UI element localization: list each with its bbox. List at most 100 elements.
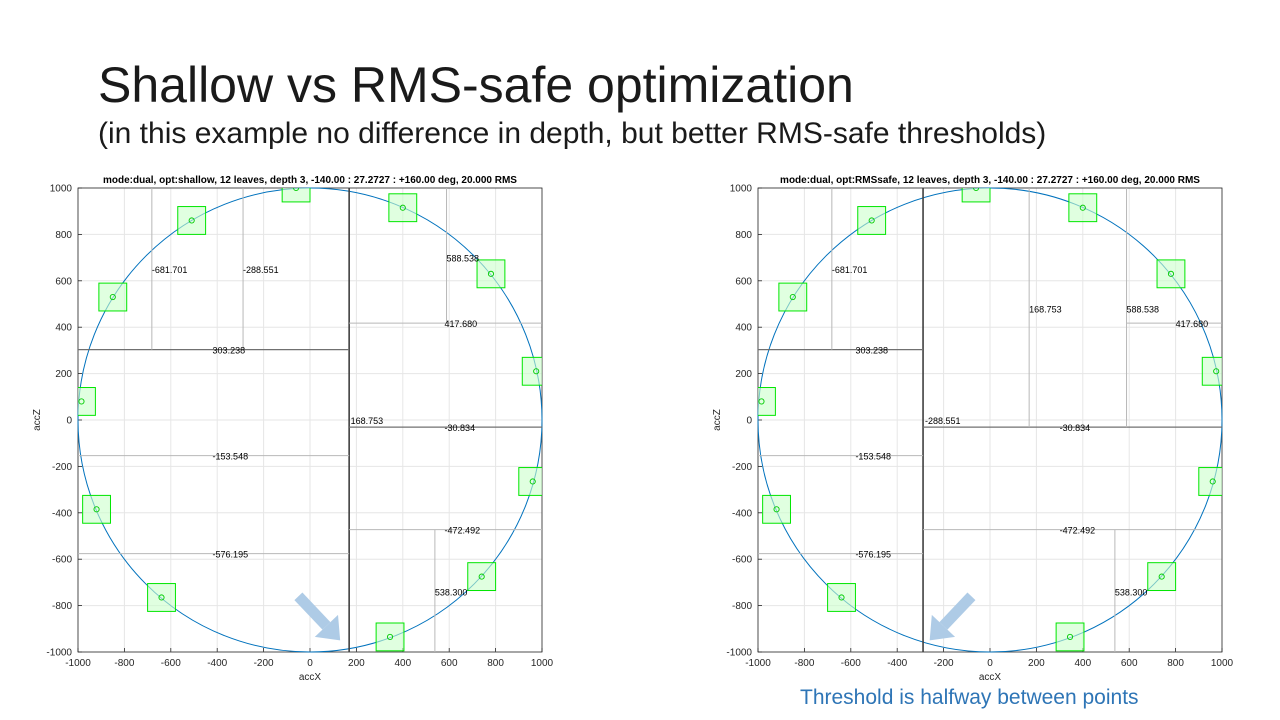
x-tick-label: -400 [207,658,227,669]
data-box [762,494,791,524]
y-tick-label: 0 [746,416,752,427]
data-box [521,356,542,386]
split-label: -288.551 [925,416,961,426]
split-label: -681.701 [832,265,868,275]
x-tick-label: 600 [441,658,458,669]
split-label: 538.300 [1115,588,1148,598]
x-tick-label: 1000 [1211,658,1234,669]
split-label: 303.238 [855,346,888,356]
split-label: -30.834 [1060,423,1091,433]
data-point [529,478,536,485]
x-tick-label: -600 [161,658,181,669]
arrow-head [314,614,341,641]
split-label: 588.538 [447,254,480,264]
data-box [857,206,887,235]
data-box [375,622,405,652]
y-tick-label: -1000 [726,648,752,659]
data-box [1201,356,1222,386]
data-box [1068,193,1098,223]
split-label: 168.753 [351,416,384,426]
data-point [386,633,394,640]
data-point [773,506,780,513]
split-label: 417.680 [445,319,478,329]
data-point [789,293,796,301]
data-box [758,387,776,416]
x-tick-label: -800 [794,658,814,669]
y-tick-label: 400 [735,323,752,334]
arrow-shaft [939,592,976,630]
x-tick-label: -600 [841,658,861,669]
y-axis-label: accZ [32,409,43,431]
x-tick-label: 600 [1121,658,1138,669]
y-tick-label: -800 [52,601,72,612]
y-tick-label: 600 [55,276,72,287]
x-tick-label: 1000 [531,658,554,669]
split-label: 588.538 [1127,305,1160,315]
split-label: -288.551 [243,265,279,275]
split-label: 417.680 [1176,319,1209,329]
data-point [533,368,540,375]
data-box [961,188,991,203]
x-tick-label: -800 [114,658,134,669]
data-box [147,583,176,612]
x-axis-label: accX [979,672,1002,683]
y-tick-label: 1000 [50,184,73,195]
x-tick-label: -1000 [65,658,91,669]
y-tick-label: -200 [52,462,72,473]
y-tick-label: 1000 [730,184,753,195]
x-axis-label: accX [299,672,322,683]
data-point [478,573,485,580]
points-layer [758,188,1222,652]
data-box [1055,622,1085,652]
y-tick-label: -800 [732,601,752,612]
arrow-shaft [294,592,331,630]
x-tick-label: -200 [254,658,274,669]
data-point [838,594,845,601]
data-point [1209,478,1216,485]
x-tick-label: 800 [487,658,504,669]
x-tick-label: -200 [934,658,954,669]
y-tick-label: -600 [732,555,752,566]
y-tick-label: 200 [735,369,752,380]
split-label: -681.701 [152,265,188,275]
y-tick-label: 400 [55,323,72,334]
slide-title: Shallow vs RMS-safe optimization [98,57,854,113]
data-box [78,387,96,416]
y-tick-label: -200 [732,462,752,473]
y-tick-label: 800 [735,230,752,241]
data-point [1066,633,1074,640]
split-label: -153.548 [855,452,891,462]
data-point [1213,368,1220,375]
data-point [78,398,85,405]
y-tick-label: -1000 [46,648,72,659]
data-box [281,188,311,203]
data-box [1156,259,1186,289]
data-point [758,398,765,405]
split-label: -30.834 [445,423,476,433]
x-tick-label: 0 [307,658,313,669]
y-tick-label: 600 [735,276,752,287]
y-axis-label: accZ [712,409,723,431]
data-point [93,506,100,513]
x-tick-label: 400 [394,658,411,669]
x-tick-label: 200 [1028,658,1045,669]
data-point [973,188,980,192]
data-point [293,188,300,192]
split-label: -576.195 [213,550,249,560]
split-label: 538.300 [435,588,468,598]
x-tick-label: -1000 [745,658,771,669]
x-tick-label: 200 [348,658,365,669]
data-box [778,282,808,312]
y-tick-label: -400 [52,508,72,519]
data-box [476,259,506,289]
chart-title: mode:dual, opt:shallow, 12 leaves, depth… [103,175,517,186]
data-box [388,193,418,223]
split-label: -153.548 [213,452,249,462]
arrow-head [929,614,956,641]
split-label: 168.753 [1029,305,1062,315]
data-box [98,282,128,312]
data-point [109,293,116,301]
rmssafe-chart: mode:dual, opt:RMSsafe, 12 leaves, depth… [712,175,1234,683]
y-tick-label: 0 [66,416,72,427]
data-point [1079,204,1086,211]
